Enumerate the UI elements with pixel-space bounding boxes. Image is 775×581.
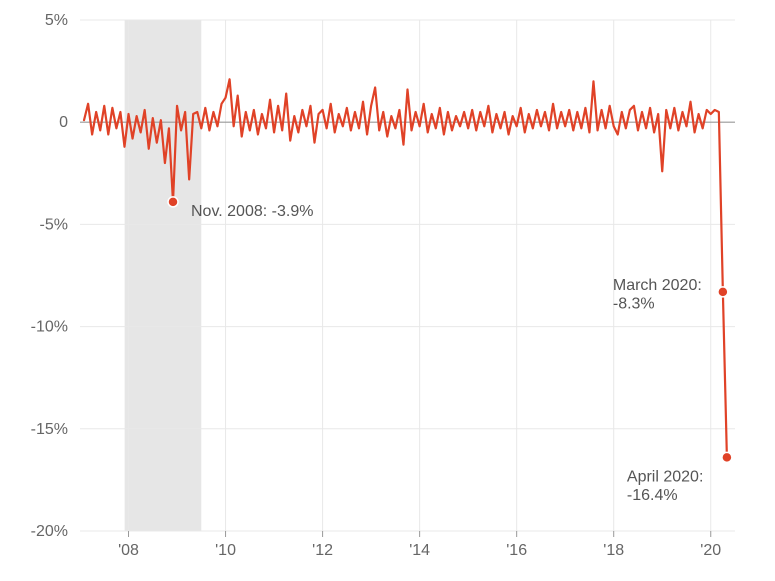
annotation-nov-2008: Nov. 2008: -3.9%	[191, 203, 313, 220]
y-axis-label: -10%	[31, 319, 68, 336]
x-axis-label: '10	[215, 542, 236, 559]
y-axis-label: -5%	[40, 216, 68, 233]
marker-march-2020	[718, 287, 728, 297]
recession-band	[125, 20, 202, 531]
x-axis-label: '16	[506, 542, 527, 559]
y-axis-label: -15%	[31, 421, 68, 438]
chart-container: -20%-15%-10%-5%05%'08'10'12'14'16'18'20R…	[0, 0, 775, 581]
x-axis-label: '12	[312, 542, 333, 559]
y-axis-label: -20%	[31, 523, 68, 540]
x-axis-label: '20	[700, 542, 721, 559]
marker-nov-2008	[168, 197, 178, 207]
x-axis-label: '08	[118, 542, 139, 559]
line-chart: -20%-15%-10%-5%05%'08'10'12'14'16'18'20R…	[0, 0, 775, 581]
marker-april-2020	[722, 452, 732, 462]
y-axis-label: 5%	[45, 12, 68, 29]
y-axis-label: 0	[59, 114, 68, 131]
x-axis-label: '14	[409, 542, 430, 559]
x-axis-label: '18	[603, 542, 624, 559]
